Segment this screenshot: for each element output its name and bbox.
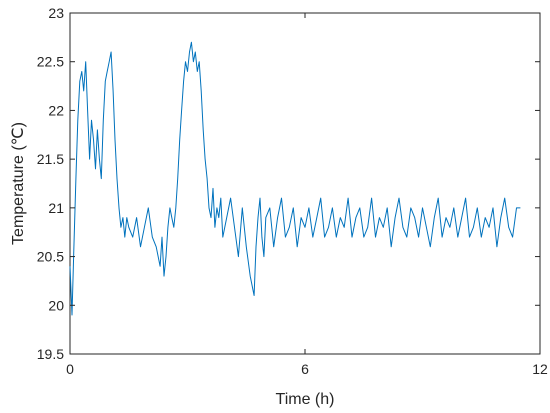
x-tick-label: 6 — [301, 361, 309, 377]
y-tick-label: 20 — [48, 297, 64, 313]
y-tick-label: 21 — [48, 200, 64, 216]
series-layer — [69, 41, 521, 316]
y-tick-label: 22 — [48, 102, 64, 118]
y-tick-label: 21.5 — [37, 151, 64, 167]
y-tick-label: 20.5 — [37, 249, 64, 265]
series-line-temperature — [69, 41, 521, 316]
plot-area-frame — [69, 12, 541, 355]
y-tick-label: 23 — [48, 5, 64, 21]
x-axis-label: Time (h) — [276, 391, 335, 408]
y-tick-label: 19.5 — [37, 346, 64, 362]
x-tick-label: 0 — [66, 361, 74, 377]
x-tick-label: 12 — [532, 361, 548, 377]
y-axis-label: Temperature (℃) — [10, 122, 27, 245]
axis-ticks: 19.5 20 20.5 21 21.5 22 22.5 23 0 6 12 — [37, 5, 548, 377]
y-tick-label: 22.5 — [37, 54, 64, 70]
